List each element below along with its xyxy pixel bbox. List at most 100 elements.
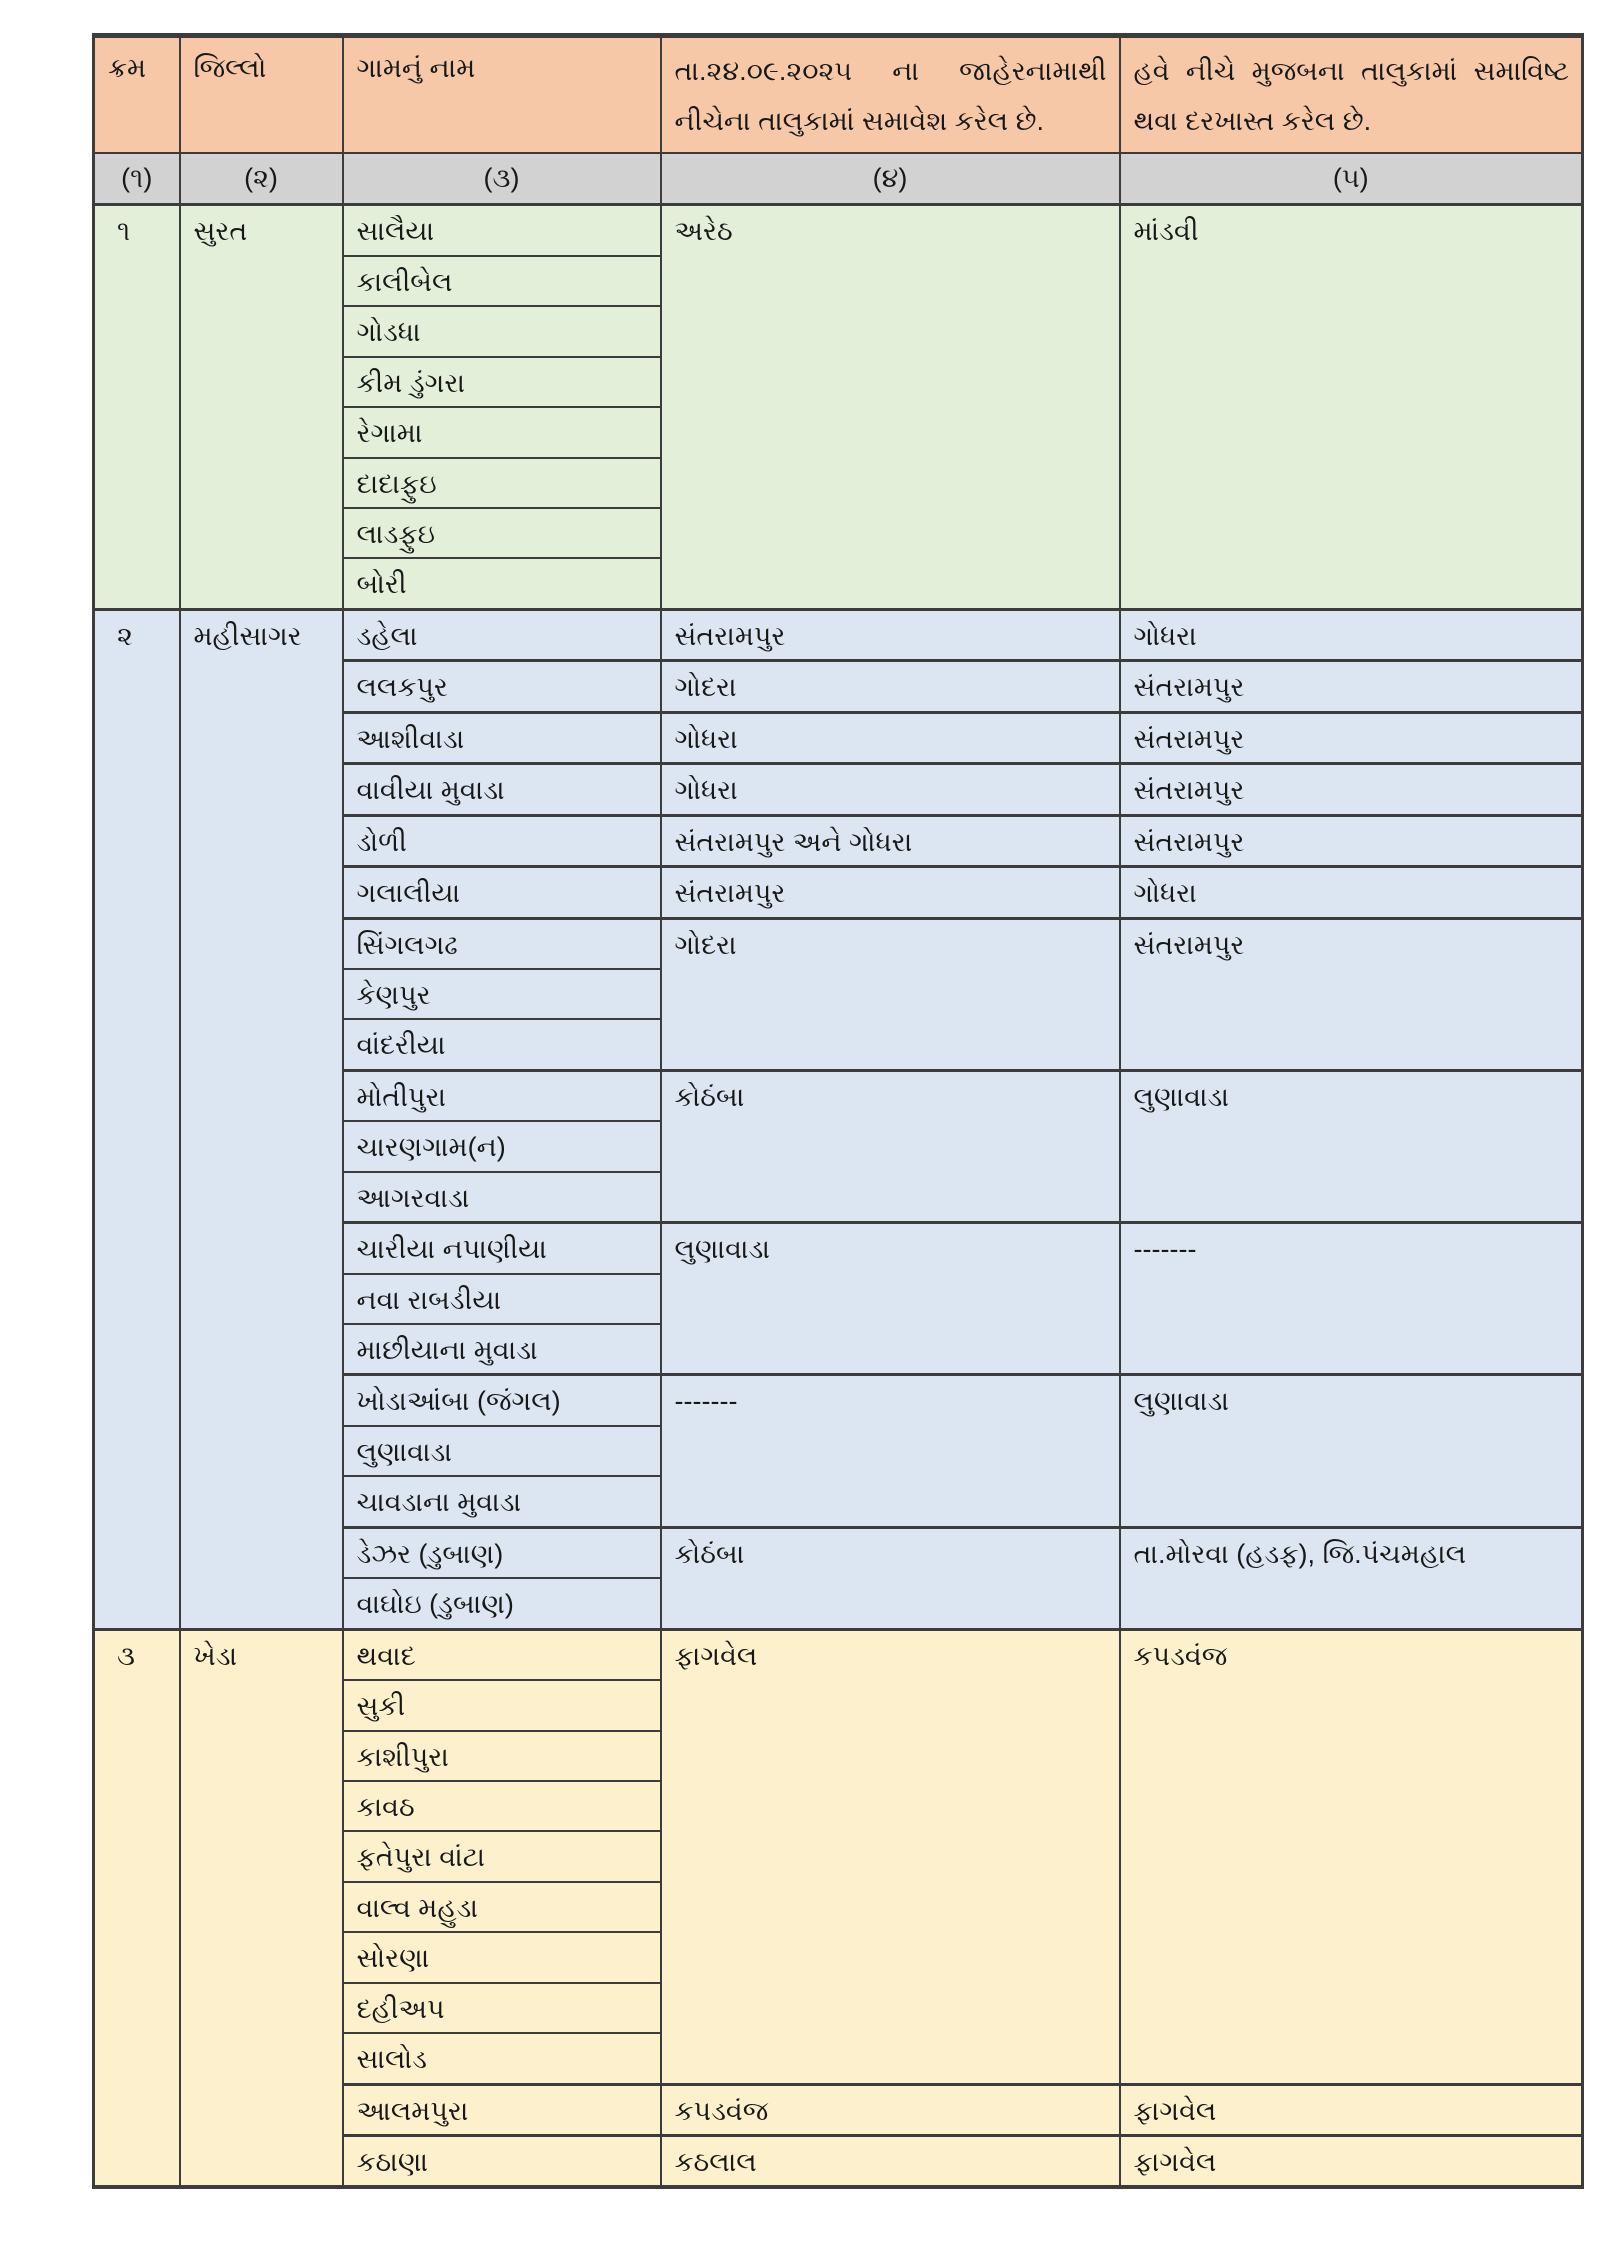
cell-village: આલમપુરા <box>341 2082 662 2137</box>
cell-village: લુણાવાડા <box>341 1424 662 1478</box>
cell-village: સાલૈયા <box>341 203 662 257</box>
cell-village: માછીયાના મુવાડા <box>341 1323 662 1376</box>
table-row: નવા રાબડીયા <box>94 1272 1583 1326</box>
table-row: સુકી <box>94 1679 1583 1732</box>
cell-proposed-taluka: કપડવંજ <box>1118 1627 1584 2086</box>
cell-village: કાવઠ <box>341 1779 662 1833</box>
table-row: ચારીયા નપાણીયા લુણાવાડા ------- <box>94 1221 1584 1376</box>
cell-village: કાલીબેલ <box>341 254 662 308</box>
column-index-1: (૧) <box>92 151 181 206</box>
column-index-2: (૨) <box>178 151 344 206</box>
header-proposed-taluka: હવે નીચે મુજબના તાલુકામાં સમાવિષ્ટ થવા દ… <box>1118 34 1584 154</box>
cell-proposed-taluka: માંડવી <box>1118 203 1584 611</box>
cell-current-taluka: ગોધરા <box>659 710 1121 765</box>
cell-proposed-taluka: સંતરામપુર <box>1118 762 1584 817</box>
cell-village: દહીઅપ <box>341 1981 662 2035</box>
cell-proposed-taluka: લુણાવાડા <box>1118 1068 1584 1224</box>
header-serial: ક્રમ <box>92 34 181 154</box>
table-row: કઠાણા કઠલાલ ફાગવેલ <box>94 2134 1584 2189</box>
cell-current-taluka: અરેઠ <box>659 203 1121 611</box>
cell-village: આગરવાડા <box>341 1170 662 1224</box>
table-row: સિંગલગઢ ગોદરા સંતરામપુર <box>94 916 1584 1072</box>
table-row: કાલીબેલ <box>94 254 1583 308</box>
cell-village: વાલ્વ મહુડા <box>341 1880 662 1934</box>
cell-current-taluka: કોઠંબા <box>659 1068 1121 1224</box>
column-index-5: (૫) <box>1118 151 1584 206</box>
table-row: ૨ મહીસાગર ડહેલા સંતરામપુર ગોધરા <box>92 607 1584 1631</box>
cell-village: ખોડાઆંબા (જંગલ) <box>341 1373 662 1427</box>
cell-district: ખેડા <box>178 1627 344 2189</box>
cell-village: ડેઝર (ડુબાણ) <box>341 1525 662 1580</box>
table-row: ડેઝર (ડુબાણ) કોઠંબા તા.મોરવા (હડફ), જિ.પ… <box>94 1525 1584 1631</box>
table-row: સાલોડ <box>94 2032 1583 2086</box>
cell-current-taluka: સંતરામપુર અને ગોધરા <box>659 813 1121 868</box>
cell-village: વાવીયા મુવાડા <box>341 762 662 817</box>
cell-village: આશીવાડા <box>341 710 662 765</box>
cell-serial: ૧ <box>92 203 181 611</box>
cell-current-taluka: કપડવંજ <box>659 2082 1121 2137</box>
cell-village: સોરણા <box>341 1931 662 1984</box>
cell-proposed-taluka: સંતરામપુર <box>1118 916 1584 1072</box>
cell-village: ડહેલા <box>341 607 662 662</box>
table-row: ખોડાઆંબા (જંગલ) ------- લુણાવાડા <box>94 1373 1584 1529</box>
cell-village: સિંગલગઢ <box>341 916 662 970</box>
table-row: મોતીપુરા કોઠંબા લુણાવાડા <box>94 1068 1584 1224</box>
cell-village: લાડફુઇ <box>341 506 662 560</box>
section-surat: ૧ સુરત સાલૈયા અરેઠ માંડવી કાલીબેલ ગોડધા … <box>92 203 1584 611</box>
table-row: ૧ સુરત સાલૈયા અરેઠ માંડવી <box>92 203 1584 611</box>
cell-proposed-taluka: સંતરામપુર <box>1118 813 1584 868</box>
table-row: ગલાલીયા સંતરામપુર ગોધરા <box>94 865 1584 920</box>
table-row: વાવીયા મુવાડા ગોધરા સંતરામપુર <box>94 762 1584 817</box>
table-row: લલકપુર ગોદરા સંતરામપુર <box>94 659 1584 714</box>
table-row: કાવઠ <box>94 1779 1583 1833</box>
column-index-4: (૪) <box>659 151 1121 206</box>
table-page: ક્રમ જિલ્લો ગામનું નામ તા.૨૪.૦૯.૨૦૨૫ ના … <box>92 33 1584 2190</box>
table-row: ચાવડાના મુવાડા <box>94 1475 1583 1529</box>
header-current-taluka: તા.૨૪.૦૯.૨૦૨૫ ના જાહેરનામાથી નીચેના તાલુ… <box>659 34 1121 154</box>
cell-current-taluka: કઠલાલ <box>659 2134 1121 2189</box>
cell-village: સુકી <box>341 1679 662 1732</box>
header-village-name: ગામનું નામ <box>341 34 662 154</box>
cell-village: ગોડધા <box>341 305 662 358</box>
cell-village: લલકપુર <box>341 659 662 714</box>
cell-village: ફતેપુરા વાંટા <box>341 1830 662 1883</box>
column-index-row: (૧) (૨) (૩) (૪) (૫) <box>92 151 1584 206</box>
cell-village: થવાદ <box>341 1627 662 1682</box>
cell-current-taluka: ફાગવેલ <box>659 1627 1121 2086</box>
cell-proposed-taluka: ------- <box>1118 1221 1584 1376</box>
table-row: માછીયાના મુવાડા <box>94 1323 1583 1376</box>
cell-current-taluka: સંતરામપુર <box>659 607 1121 662</box>
section-mahisagar: ૨ મહીસાગર ડહેલા સંતરામપુર ગોધરા લલકપુર ગ… <box>92 607 1584 1631</box>
table-row: ડોળી સંતરામપુર અને ગોધરા સંતરામપુર <box>94 813 1584 868</box>
table-row: વાંદરીયા <box>94 1018 1583 1072</box>
cell-village: દાદાફુઇ <box>341 456 662 510</box>
cell-current-taluka: ગોદરા <box>659 659 1121 714</box>
cell-village: કીમ ડુંગરા <box>341 355 662 409</box>
cell-village: ચાવડાના મુવાડા <box>341 1475 662 1529</box>
table-row: ૩ ખેડા થવાદ ફાગવેલ કપડવંજ <box>92 1627 1584 2189</box>
cell-village: નવા રાબડીયા <box>341 1272 662 1326</box>
table-row: આશીવાડા ગોધરા સંતરામપુર <box>94 710 1584 765</box>
cell-proposed-taluka: ગોધરા <box>1118 865 1584 920</box>
cell-village: ગલાલીયા <box>341 865 662 920</box>
village-taluka-table: ક્રમ જિલ્લો ગામનું નામ તા.૨૪.૦૯.૨૦૨૫ ના … <box>92 33 1584 2190</box>
section-kheda: ૩ ખેડા થવાદ ફાગવેલ કપડવંજ સુકી કાશીપુરા … <box>92 1627 1584 2189</box>
cell-proposed-taluka: સંતરામપુર <box>1118 659 1584 714</box>
table-row: આલમપુરા કપડવંજ ફાગવેલ <box>94 2082 1584 2137</box>
cell-village: મોતીપુરા <box>341 1068 662 1123</box>
cell-village: વાઘોઇ (ડુબાણ) <box>341 1577 662 1631</box>
cell-village: સાલોડ <box>341 2032 662 2086</box>
table-row: કેણપુર <box>94 967 1583 1021</box>
cell-proposed-taluka: ફાગવેલ <box>1118 2082 1584 2137</box>
cell-district: મહીસાગર <box>178 607 344 1631</box>
table-row: રેગામા <box>94 406 1583 459</box>
cell-current-taluka: કોઠંબા <box>659 1525 1121 1631</box>
cell-village: બોરી <box>341 557 662 611</box>
table-row: કીમ ડુંગરા <box>94 355 1583 409</box>
table-row: કાશીપુરા <box>94 1729 1583 1782</box>
table-row: લુણાવાડા <box>94 1424 1583 1478</box>
table-row: દહીઅપ <box>94 1981 1583 2035</box>
cell-current-taluka: લુણાવાડા <box>659 1221 1121 1376</box>
table-header: ક્રમ જિલ્લો ગામનું નામ તા.૨૪.૦૯.૨૦૨૫ ના … <box>92 34 1584 206</box>
